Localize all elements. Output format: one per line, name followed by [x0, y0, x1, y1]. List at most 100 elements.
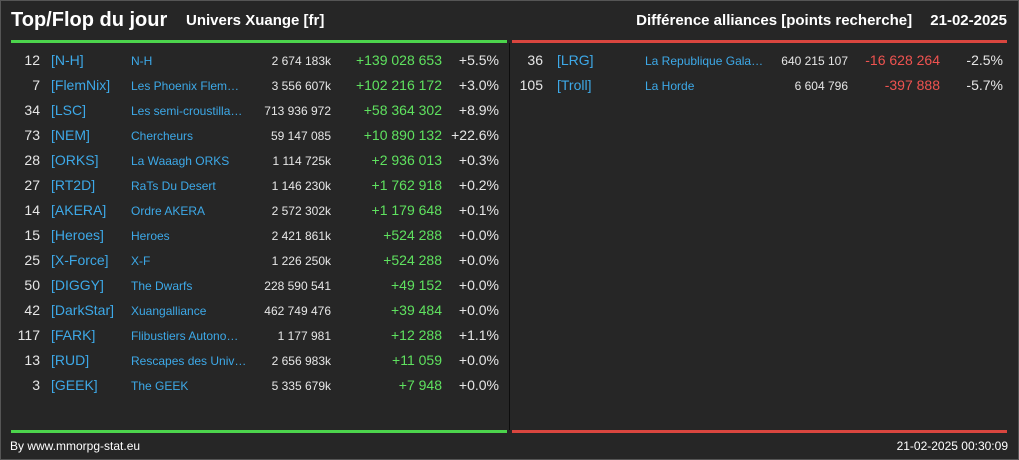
alliance-tag-link[interactable]: [ORKS]: [51, 152, 99, 168]
alliance-name-link[interactable]: Les semi-croustilla…: [131, 104, 243, 118]
table-row: 12 [N-H] N-H 2 674 183k +139 028 653 +5.5%: [11, 48, 507, 73]
alliance-tag-link[interactable]: [FlemNix]: [51, 77, 111, 93]
alliance-points: 228 590 541: [264, 279, 331, 293]
alliance-diff: -397 888: [884, 77, 940, 93]
alliance-percent: -2.5%: [966, 52, 1003, 68]
alliance-rank: 27: [24, 177, 40, 193]
alliance-tag-link[interactable]: [NEM]: [51, 127, 90, 143]
alliance-rank: 14: [24, 202, 40, 218]
flop-panel: 36 [LRG] La Republique Gala… 640 215 107 -16…: [512, 48, 1007, 98]
page-title: Top/Flop du jour: [11, 9, 168, 31]
flop-accent-line-bottom: [512, 430, 1007, 433]
alliance-diff: +524 288: [383, 252, 442, 268]
alliance-percent: +0.0%: [458, 302, 499, 318]
alliance-name-link[interactable]: RaTs Du Desert: [131, 179, 216, 193]
alliance-tag-link[interactable]: [RT2D]: [51, 177, 96, 193]
alliance-name-link[interactable]: La Republique Gala…: [645, 54, 764, 68]
table-row: 34 [LSC] Les semi-croustilla… 713 936 972 +5…: [11, 98, 507, 123]
table-row: 3 [GEEK] The GEEK 5 335 679k +7 948 +0.0%: [11, 373, 507, 398]
table-row: 25 [X-Force] X-F 1 226 250k +524 288 +0.0%: [11, 248, 507, 273]
table-row: 50 [DIGGY] The Dwarfs 228 590 541 +49 152 +0.…: [11, 273, 507, 298]
table-row: 73 [NEM] Chercheurs 59 147 085 +10 890 132 +2…: [11, 123, 507, 148]
alliance-name-link[interactable]: Flibustiers Autono…: [131, 329, 239, 343]
alliance-percent: +8.9%: [458, 102, 499, 118]
table-row: 42 [DarkStar] Xuangalliance 462 749 476 +39 …: [11, 298, 507, 323]
alliance-diff: +10 890 132: [363, 127, 442, 143]
alliance-name-link[interactable]: Ordre AKERA: [131, 204, 206, 218]
alliance-rank: 7: [32, 77, 40, 93]
alliance-rank: 3: [32, 377, 40, 393]
alliance-name-link[interactable]: N-H: [131, 54, 153, 68]
alliance-name-link[interactable]: Chercheurs: [131, 129, 194, 143]
alliance-points: 1 177 981: [277, 329, 331, 343]
top-accent-line: [11, 40, 507, 43]
alliance-diff: +11 059: [392, 352, 442, 368]
alliance-name-link[interactable]: X-F: [131, 254, 151, 268]
alliance-points: 2 656 983k: [271, 354, 331, 368]
alliance-tag-link[interactable]: [RUD]: [51, 352, 90, 368]
table-row: 15 [Heroes] Heroes 2 421 861k +524 288 +0.0%: [11, 223, 507, 248]
alliance-tag-link[interactable]: [Heroes]: [51, 227, 104, 243]
table-row: 36 [LRG] La Republique Gala… 640 215 107 -16…: [512, 48, 1007, 73]
top-panel: 12 [N-H] N-H 2 674 183k +139 028 653 +5.5% 7 [F…: [11, 48, 507, 398]
alliance-percent: +0.0%: [458, 377, 499, 393]
table-row: 105 [Troll] La Horde 6 604 796 -397 888 -5.7%: [512, 73, 1007, 98]
alliance-percent: +1.1%: [458, 327, 499, 343]
alliance-tag-link[interactable]: [GEEK]: [51, 377, 98, 393]
alliance-points: 6 604 796: [794, 79, 848, 93]
alliance-percent: +5.5%: [458, 52, 499, 68]
alliance-rank: 50: [24, 277, 40, 293]
footer-credit: By www.mmorpg-stat.eu: [10, 439, 141, 453]
alliance-percent: +22.6%: [451, 127, 499, 143]
alliance-rank: 25: [24, 252, 40, 268]
alliance-tag-link[interactable]: [X-Force]: [51, 252, 109, 268]
alliance-name-link[interactable]: Les Phoenix Flem…: [131, 79, 240, 93]
alliance-name-link[interactable]: La Horde: [645, 79, 695, 93]
category-label: Différence alliances [points recherche]: [636, 12, 913, 29]
panel-divider: [509, 43, 510, 430]
alliance-rank: 73: [24, 127, 40, 143]
alliance-points: 640 215 107: [781, 54, 848, 68]
table-row: 117 [FARK] Flibustiers Autono… 1 177 981 +12…: [11, 323, 507, 348]
top-accent-line-bottom: [11, 430, 507, 433]
alliance-diff: +12 288: [391, 327, 442, 343]
table-row: 28 [ORKS] La Waaagh ORKS 1 114 725k +2 936 0…: [11, 148, 507, 173]
alliance-percent: +0.1%: [458, 202, 499, 218]
alliance-name-link[interactable]: Xuangalliance: [131, 304, 207, 318]
alliance-name-link[interactable]: The Dwarfs: [131, 279, 193, 293]
alliance-tag-link[interactable]: [DIGGY]: [51, 277, 104, 293]
alliance-name-link[interactable]: La Waaagh ORKS: [131, 154, 230, 168]
alliance-rank: 12: [24, 52, 40, 68]
alliance-tag-link[interactable]: [DarkStar]: [51, 302, 115, 318]
alliance-percent: +3.0%: [458, 77, 499, 93]
alliance-percent: -5.7%: [966, 77, 1003, 93]
flop-accent-line: [512, 40, 1007, 43]
alliance-diff: +49 152: [391, 277, 442, 293]
table-row: 7 [FlemNix] Les Phoenix Flem… 3 556 607k +10…: [11, 73, 507, 98]
alliance-name-link[interactable]: Rescapes des Univ…: [131, 354, 247, 368]
alliance-rank: 105: [519, 77, 543, 93]
alliance-diff: +139 028 653: [355, 52, 442, 68]
table-row: 13 [RUD] Rescapes des Univ… 2 656 983k +11 0…: [11, 348, 507, 373]
alliance-tag-link[interactable]: [N-H]: [51, 52, 84, 68]
alliance-name-link[interactable]: The GEEK: [131, 379, 189, 393]
alliance-tag-link[interactable]: [AKERA]: [51, 202, 107, 218]
alliance-tag-link[interactable]: [LRG]: [557, 52, 594, 68]
alliance-rank: 34: [24, 102, 40, 118]
alliance-diff: +2 936 013: [371, 152, 442, 168]
alliance-tag-link[interactable]: [LSC]: [51, 102, 87, 118]
alliance-points: 3 556 607k: [271, 79, 331, 93]
alliance-name-link[interactable]: Heroes: [131, 229, 170, 243]
alliance-percent: +0.0%: [458, 227, 499, 243]
alliance-points: 462 749 476: [264, 304, 331, 318]
alliance-tag-link[interactable]: [Troll]: [557, 77, 592, 93]
alliance-tag-link[interactable]: [FARK]: [51, 327, 96, 343]
alliance-rank: 15: [24, 227, 40, 243]
alliance-diff: +524 288: [383, 227, 442, 243]
alliance-diff: -16 628 264: [865, 52, 940, 68]
alliance-points: 713 936 972: [264, 104, 331, 118]
alliance-diff: +7 948: [398, 377, 442, 393]
date-label: 21-02-2025: [930, 12, 1007, 29]
alliance-points: 59 147 085: [270, 129, 331, 143]
alliance-points: 2 421 861k: [271, 229, 331, 243]
